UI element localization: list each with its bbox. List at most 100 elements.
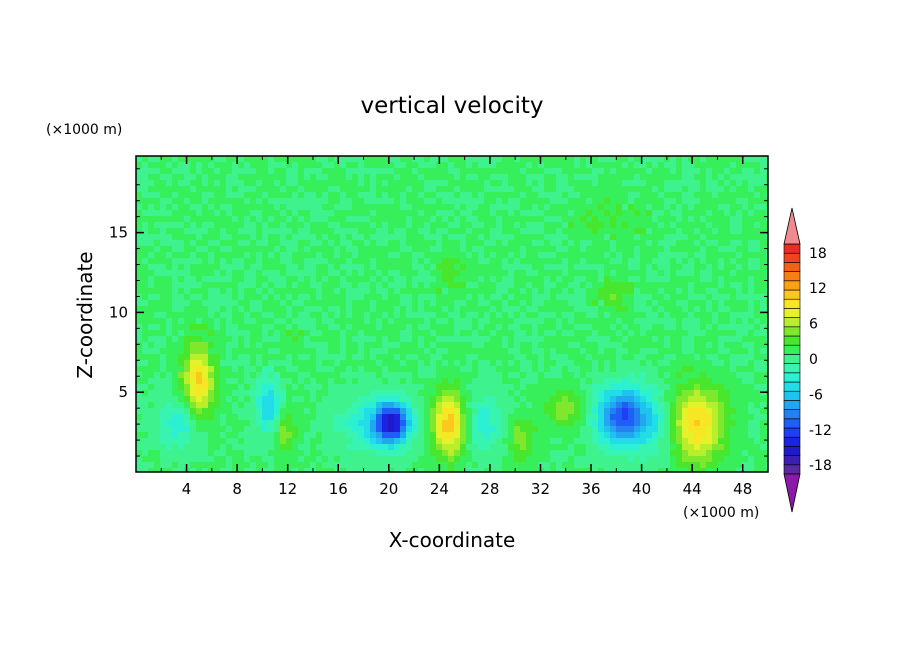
contour-cell: [568, 270, 575, 277]
contour-cell: [232, 426, 239, 433]
contour-cell: [406, 324, 413, 331]
contour-cell: [754, 318, 761, 325]
contour-cell: [586, 432, 593, 439]
contour-cell: [478, 426, 485, 433]
contour-cell: [460, 318, 467, 325]
contour-cell: [538, 384, 545, 391]
contour-cell: [724, 336, 731, 343]
contour-cell: [424, 396, 431, 403]
contour-cell: [406, 228, 413, 235]
contour-cell: [292, 180, 299, 187]
contour-cell: [526, 408, 533, 415]
contour-cell: [592, 288, 599, 295]
contour-cell: [136, 198, 143, 205]
contour-cell: [148, 174, 155, 181]
contour-cell: [592, 348, 599, 355]
contour-cell: [634, 216, 641, 223]
contour-cell: [742, 264, 749, 271]
contour-cell: [496, 186, 503, 193]
contour-cell: [190, 246, 197, 253]
contour-cell: [622, 324, 629, 331]
contour-cell: [418, 282, 425, 289]
contour-cell: [340, 360, 347, 367]
contour-cell: [166, 324, 173, 331]
contour-cell: [220, 324, 227, 331]
contour-cell: [166, 306, 173, 313]
contour-cell: [208, 216, 215, 223]
contour-cell: [250, 198, 257, 205]
contour-cell: [334, 336, 341, 343]
contour-cell: [616, 216, 623, 223]
contour-cell: [712, 222, 719, 229]
contour-cell: [178, 438, 185, 445]
contour-cell: [286, 240, 293, 247]
contour-cell: [220, 162, 227, 169]
contour-cell: [502, 216, 509, 223]
contour-cell: [214, 360, 221, 367]
contour-cell: [562, 294, 569, 301]
contour-cell: [160, 204, 167, 211]
contour-cell: [412, 384, 419, 391]
contour-cell: [274, 288, 281, 295]
contour-cell: [640, 234, 647, 241]
contour-cell: [340, 156, 347, 163]
contour-cell: [232, 408, 239, 415]
contour-cell: [682, 246, 689, 253]
contour-cell: [286, 402, 293, 409]
contour-cell: [442, 414, 449, 421]
contour-cell: [436, 294, 443, 301]
contour-cell: [580, 348, 587, 355]
contour-cell: [766, 192, 768, 199]
contour-cell: [622, 360, 629, 367]
contour-cell: [538, 414, 545, 421]
contour-cell: [340, 228, 347, 235]
contour-cell: [280, 330, 287, 337]
contour-cell: [502, 426, 509, 433]
contour-cell: [364, 270, 371, 277]
contour-cell: [316, 198, 323, 205]
contour-cell: [448, 342, 455, 349]
contour-cell: [328, 360, 335, 367]
contour-cell: [424, 240, 431, 247]
contour-cell: [424, 414, 431, 421]
contour-cell: [154, 408, 161, 415]
contour-cell: [466, 240, 473, 247]
contour-cell: [640, 174, 647, 181]
contour-cell: [688, 384, 695, 391]
contour-cell: [430, 192, 437, 199]
contour-cell: [400, 252, 407, 259]
contour-cell: [670, 288, 677, 295]
contour-cell: [160, 312, 167, 319]
contour-cell: [190, 414, 197, 421]
contour-cell: [154, 414, 161, 421]
contour-cell: [448, 312, 455, 319]
contour-cell: [226, 312, 233, 319]
contour-cell: [598, 228, 605, 235]
contour-cell: [364, 420, 371, 427]
contour-cell: [274, 402, 281, 409]
contour-cell: [298, 324, 305, 331]
contour-cell: [334, 282, 341, 289]
contour-cell: [556, 408, 563, 415]
contour-cell: [514, 204, 521, 211]
contour-cell: [646, 336, 653, 343]
contour-cell: [256, 198, 263, 205]
contour-cell: [568, 294, 575, 301]
contour-cell: [490, 330, 497, 337]
contour-cell: [532, 300, 539, 307]
contour-cell: [310, 330, 317, 337]
contour-cell: [442, 378, 449, 385]
contour-cell: [604, 210, 611, 217]
contour-cell: [556, 396, 563, 403]
contour-cell: [346, 378, 353, 385]
contour-cell: [304, 174, 311, 181]
contour-cell: [328, 174, 335, 181]
contour-cell: [286, 282, 293, 289]
contour-cell: [634, 210, 641, 217]
contour-cell: [262, 330, 269, 337]
contour-cell: [616, 222, 623, 229]
contour-cell: [142, 348, 149, 355]
contour-cell: [526, 192, 533, 199]
contour-cell: [748, 426, 755, 433]
contour-cell: [700, 186, 707, 193]
